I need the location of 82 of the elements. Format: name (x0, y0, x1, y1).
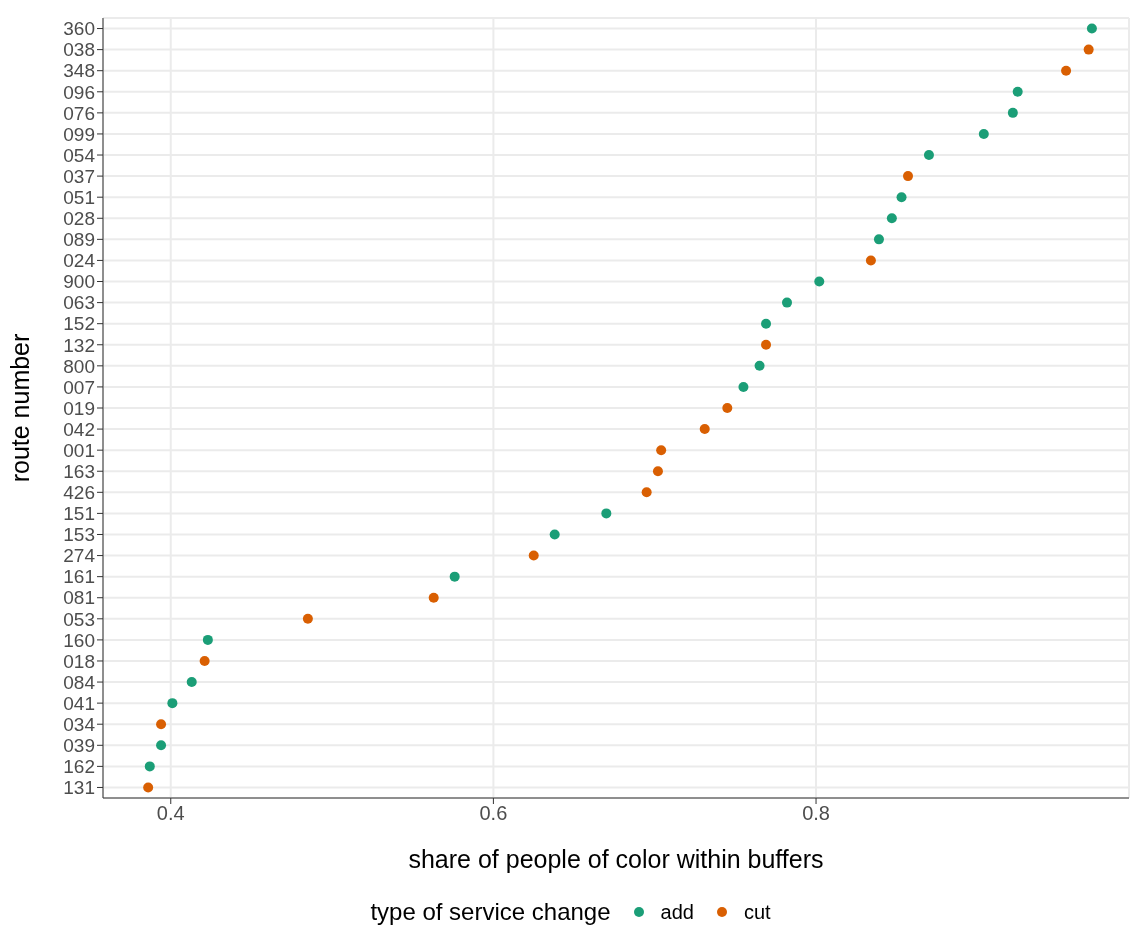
point (782, 297, 792, 308)
y-tick-label: 053 (63, 608, 95, 630)
y-tick-label: 152 (63, 313, 95, 335)
point (738, 381, 749, 392)
point (202, 634, 213, 645)
point (302, 613, 313, 624)
x-axis-title: share of people of color within buffers (408, 845, 824, 873)
y-tick-label: 076 (63, 102, 95, 124)
x-tick-label: 0.8 (802, 802, 830, 825)
point (144, 761, 155, 772)
point (186, 677, 197, 688)
point (978, 128, 989, 139)
y-tick-label: 038 (63, 39, 95, 61)
y-tick-label: 051 (63, 186, 95, 208)
y-tick-label: 360 (63, 18, 95, 40)
y-tick-label: 034 (63, 713, 96, 735)
point (923, 150, 934, 161)
point (902, 171, 913, 182)
point (722, 403, 733, 413)
point (1086, 23, 1097, 34)
point (1083, 44, 1094, 55)
point (143, 782, 154, 793)
point (449, 571, 460, 582)
point (199, 655, 210, 666)
y-tick-label: 037 (63, 165, 95, 187)
point (167, 698, 178, 709)
y-tick-label: 153 (63, 524, 95, 546)
point (761, 318, 772, 329)
y-tick-label: 063 (63, 292, 95, 314)
point (549, 529, 560, 540)
y-tick-label: 081 (63, 587, 95, 609)
point (896, 192, 907, 203)
x-tick-label: 0.4 (156, 802, 185, 825)
y-tick-label: 028 (63, 208, 95, 230)
y-axis-title: route number (5, 333, 34, 483)
point (528, 550, 539, 561)
x-tick-label: 0.6 (479, 802, 508, 825)
y-tick-label: 131 (63, 777, 95, 799)
y-tick-label: 089 (63, 229, 95, 251)
point (656, 445, 667, 456)
point (1061, 65, 1072, 76)
point (601, 508, 612, 519)
y-tick-label: 001 (63, 439, 95, 461)
y-tick-label: 099 (63, 123, 95, 145)
y-tick-label: 160 (63, 629, 95, 651)
point (754, 360, 765, 371)
point (156, 740, 167, 751)
point (1012, 86, 1023, 97)
point (873, 234, 884, 245)
y-tick-label: 024 (63, 250, 96, 272)
y-tick-label: 039 (63, 735, 95, 757)
y-tick-label: 084 (63, 671, 96, 693)
point (641, 487, 652, 498)
y-tick-label: 096 (63, 81, 95, 103)
y-tick-label: 042 (63, 418, 95, 440)
y-tick-label: 163 (63, 460, 95, 482)
y-tick-label: 151 (63, 503, 95, 525)
y-tick-label: 800 (63, 355, 95, 377)
point (814, 276, 825, 287)
legend-title: type of service change (370, 898, 611, 926)
point (1007, 107, 1018, 118)
y-tick-label: 348 (63, 60, 95, 82)
point (865, 255, 876, 266)
y-tick-label: 007 (63, 376, 95, 398)
y-tick-label: 274 (63, 545, 96, 567)
y-tick-label: 132 (63, 334, 95, 356)
point (699, 424, 710, 435)
point (761, 339, 772, 350)
point (886, 213, 897, 224)
legend-label: add (660, 900, 694, 924)
y-tick-label: 162 (63, 756, 95, 778)
y-tick-label: 161 (63, 566, 95, 588)
y-tick-label: 018 (63, 650, 95, 672)
legend-label: cut (743, 900, 771, 924)
y-tick-label: 041 (63, 692, 95, 714)
y-tick-label: 900 (63, 271, 95, 293)
point (156, 719, 167, 730)
point (428, 592, 439, 603)
y-tick-label: 054 (63, 144, 96, 166)
y-tick-label: 019 (63, 397, 95, 419)
y-tick-label: 426 (63, 482, 95, 504)
point (652, 466, 663, 477)
